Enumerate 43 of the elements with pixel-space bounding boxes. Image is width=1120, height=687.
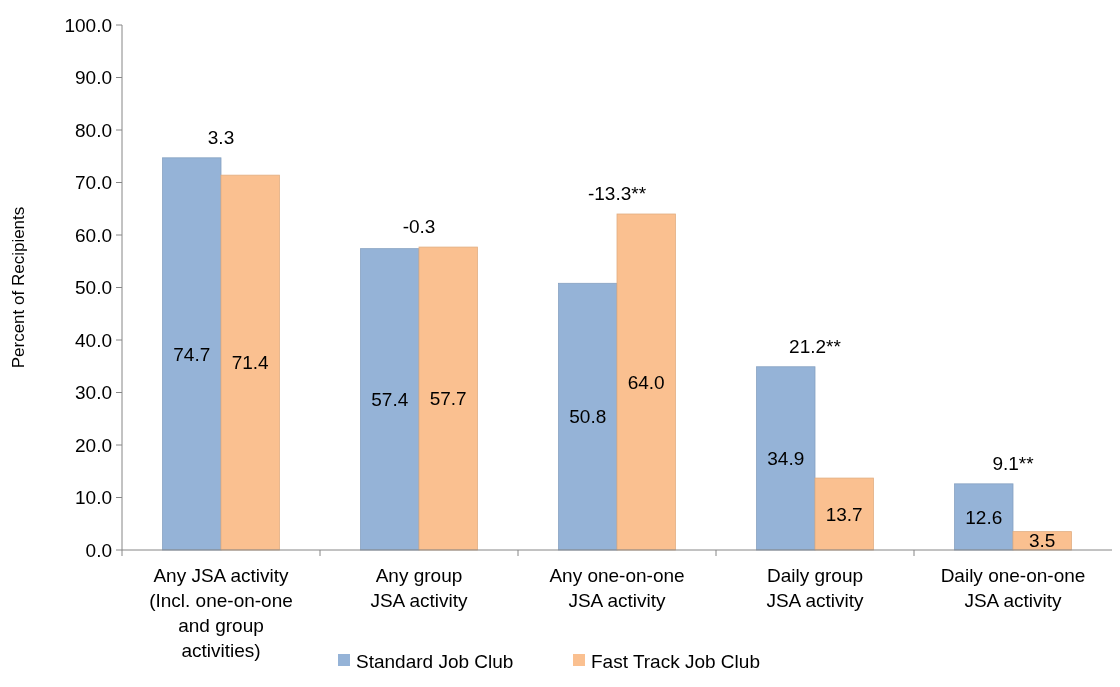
x-tick-label: Any group JSA activity [370,565,469,611]
legend-label: Fast Track Job Club [591,650,760,672]
y-tick-label: 20.0 [75,434,112,456]
y-axis-title: Percent of Recipients [9,206,28,369]
annotation: 9.1** [992,452,1035,474]
data-label: 34.9 [767,448,805,470]
y-tick-label: 80.0 [75,119,112,141]
bar [360,248,420,551]
bar [756,366,816,551]
data-label: 57.4 [371,388,409,410]
y-tick-label: 100.0 [64,14,112,36]
data-label: 64.0 [627,371,665,393]
annotation: 21.2** [789,335,842,357]
x-tick-label: Daily one-on-one JSA activity [940,565,1086,611]
y-tick-label: 70.0 [75,172,112,194]
data-label: 50.8 [569,406,607,428]
y-tick-label: 30.0 [75,382,112,404]
x-tick-label: Daily group JSA activity [766,565,865,611]
data-label: 74.7 [173,343,211,365]
y-tick-label: 0.0 [85,539,112,561]
y-tick-label: 10.0 [75,487,112,509]
y-tick-label: 50.0 [75,277,112,299]
data-label: 71.4 [231,352,270,374]
data-label: 3.5 [1028,530,1056,552]
legend-label: Standard Job Club [356,650,514,672]
y-tick-label: 60.0 [75,224,112,246]
bar [418,246,478,551]
data-label: 12.6 [965,506,1003,528]
annotation: 3.3 [207,126,235,148]
data-label: 13.7 [825,503,863,525]
data-label: 57.7 [429,388,467,410]
x-tick-label: Any one-on-one JSA activity [549,565,685,611]
bar [954,483,1014,551]
y-tick-label: 40.0 [75,329,112,351]
bar [814,477,874,551]
bar [616,213,676,551]
x-tick-label: Any JSA activity (Incl. one-on-one and group activities) [149,565,293,661]
bar [558,282,618,551]
y-tick-label: 90.0 [75,67,112,89]
bar [162,157,222,551]
annotation: -13.3** [587,183,647,204]
annotation: -0.3 [402,216,436,238]
bar [220,174,280,551]
